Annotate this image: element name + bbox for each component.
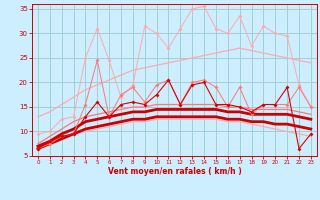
- X-axis label: Vent moyen/en rafales ( km/h ): Vent moyen/en rafales ( km/h ): [108, 167, 241, 176]
